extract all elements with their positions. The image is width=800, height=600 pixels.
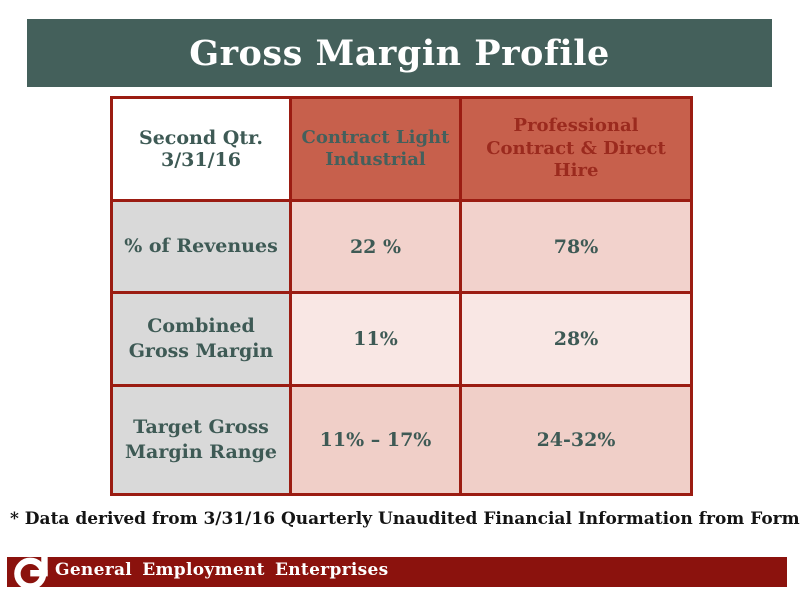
title-banner: Gross Margin Profile bbox=[27, 19, 772, 87]
table-row-pct-of-revenues: % of Revenues 22 % 78% bbox=[110, 199, 693, 294]
gee-g-logo-icon bbox=[14, 550, 48, 590]
value-pro-target-range: 24-32% bbox=[459, 384, 693, 496]
value-pro-revenues: 78% bbox=[459, 199, 693, 294]
data-source-footnote: * Data derived from 3/31/16 Quarterly Un… bbox=[10, 509, 800, 529]
table-row-combined-gross-margin: Combined Gross Margin 11% 28% bbox=[110, 291, 693, 387]
row-label: % of Revenues bbox=[110, 199, 292, 294]
row-label: Combined Gross Margin bbox=[110, 291, 292, 387]
footer-bar bbox=[7, 557, 787, 587]
company-name: General Employment Enterprises bbox=[55, 560, 389, 580]
corner-header-cell: Second Qtr. 3/31/16 bbox=[110, 96, 292, 202]
value-cli-combined-margin: 11% bbox=[289, 291, 462, 387]
table-header-row: Second Qtr. 3/31/16 Contract Light Indus… bbox=[110, 96, 693, 202]
row-label: Target Gross Margin Range bbox=[110, 384, 292, 496]
column-header-contract-light-industrial: Contract Light Industrial bbox=[289, 96, 462, 202]
slide-title: Gross Margin Profile bbox=[189, 32, 610, 74]
gross-margin-table: Second Qtr. 3/31/16 Contract Light Indus… bbox=[110, 96, 693, 496]
value-pro-combined-margin: 28% bbox=[459, 291, 693, 387]
value-cli-target-range: 11% – 17% bbox=[289, 384, 462, 496]
column-header-professional-contract-direct-hire: Professional Contract & Direct Hire bbox=[459, 96, 693, 202]
value-cli-revenues: 22 % bbox=[289, 199, 462, 294]
table-row-target-gross-margin-range: Target Gross Margin Range 11% – 17% 24-3… bbox=[110, 384, 693, 496]
